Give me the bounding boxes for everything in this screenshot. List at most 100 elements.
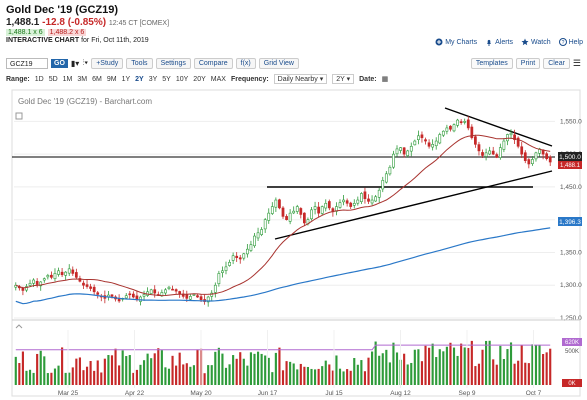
candle-body	[438, 134, 442, 144]
candle-body	[260, 229, 263, 235]
templates-button[interactable]: Templates	[470, 57, 513, 69]
watch-label: Watch	[531, 38, 551, 46]
grid-view-button[interactable]: Grid View	[258, 57, 299, 69]
candle-body	[449, 125, 452, 130]
candle-body	[153, 289, 157, 294]
candle-body	[210, 292, 214, 297]
volume-bar	[132, 372, 135, 385]
volume-bar	[395, 352, 399, 385]
candle-body	[356, 199, 360, 204]
compare-button[interactable]: Compare	[193, 57, 233, 69]
chart-label: INTERACTIVE CHART	[6, 37, 80, 44]
frequency-select[interactable]: Daily Nearby ▾	[273, 74, 328, 84]
clear-button[interactable]: Clear	[543, 57, 570, 69]
print-button[interactable]: Print	[515, 57, 541, 69]
last-price-tag: 1,500.0	[559, 154, 581, 161]
bell-icon	[487, 39, 492, 46]
candle-body	[196, 295, 199, 298]
bar-type-icon[interactable]: ▮▾	[70, 58, 80, 68]
candle-body	[392, 153, 395, 168]
range-1d[interactable]: 1D	[34, 75, 44, 83]
vol-zero-tag: 0K	[568, 381, 575, 387]
frequency-value: Daily Nearby	[277, 76, 318, 83]
candle-body	[377, 189, 381, 198]
volume-bar	[517, 360, 520, 385]
watch-link[interactable]: Watch	[521, 38, 551, 46]
calendar-icon[interactable]: ▦	[381, 76, 389, 83]
volume-bar	[135, 369, 138, 385]
candle-body	[431, 144, 435, 148]
volume-bar	[260, 353, 263, 385]
last-price: 1,488.1	[6, 17, 40, 28]
volume-bar	[196, 349, 199, 385]
candle-body	[85, 284, 89, 287]
range-3y[interactable]: 3Y	[148, 75, 158, 83]
candle-body	[42, 278, 46, 281]
volume-bar	[506, 349, 509, 385]
volume-bar	[485, 340, 488, 385]
candle-body	[345, 200, 349, 204]
volume-bar	[442, 351, 445, 385]
volume-bar	[527, 363, 530, 385]
settings-button[interactable]: Settings	[155, 57, 191, 69]
candle-body	[288, 212, 292, 222]
candle-body	[409, 145, 413, 152]
candle-body	[498, 147, 502, 158]
my-charts-link[interactable]: My Charts	[435, 38, 477, 46]
bid-value: 1,488.1 x 6	[6, 29, 45, 36]
candle-body	[523, 152, 527, 162]
chart-wrench-icon[interactable]	[15, 112, 23, 120]
volume-bar	[103, 358, 106, 385]
candle-body	[14, 284, 18, 288]
menu-icon[interactable]: ☰	[572, 57, 581, 68]
date-axis: Mar 25 Apr 22 May 20 Jun 17 Jul 15 Aug 12 Sep …	[12, 319, 580, 397]
candle-body	[124, 295, 128, 299]
help-link[interactable]: ? Help	[558, 38, 583, 46]
chart-frame	[11, 89, 581, 397]
fx-button[interactable]: f(x)	[235, 57, 256, 69]
range-10y[interactable]: 10Y	[175, 75, 189, 83]
candle-body	[388, 166, 392, 175]
study-button[interactable]: +Study	[91, 57, 124, 69]
range-20y[interactable]: 20Y	[193, 75, 206, 83]
volume-bar	[142, 360, 146, 385]
volume-bar	[488, 340, 491, 385]
range-3m[interactable]: 3M	[77, 75, 88, 83]
tools-button[interactable]: Tools	[126, 57, 153, 69]
period-select[interactable]: 2Y ▾	[332, 74, 355, 84]
volume-bar	[363, 371, 367, 385]
alerts-link[interactable]: Alerts	[485, 38, 513, 46]
candle-body	[466, 119, 470, 129]
candle-body	[424, 139, 427, 142]
range-5d[interactable]: 5D	[48, 75, 58, 83]
volume-bar	[474, 366, 477, 385]
volume-bar	[542, 354, 545, 385]
candle-body	[82, 282, 85, 286]
range-max[interactable]: MAX	[210, 75, 226, 83]
volume-bar	[499, 345, 502, 385]
candle-body	[406, 150, 410, 157]
range-1y[interactable]: 1Y	[121, 75, 131, 83]
price-tick-label: 1,250.0	[560, 315, 582, 322]
range-6m[interactable]: 6M	[92, 75, 102, 83]
candle-body	[402, 147, 406, 155]
range-1m[interactable]: 1M	[62, 75, 73, 83]
volume-bar	[167, 368, 171, 385]
candle-body	[185, 294, 189, 299]
volume-bar	[203, 373, 206, 385]
go-button[interactable]: GO	[51, 58, 68, 68]
collapse-icon[interactable]	[15, 324, 23, 329]
price-tick-label: 1,550.0	[560, 118, 582, 125]
descending-trendline	[444, 107, 553, 147]
candle-body	[35, 281, 39, 285]
range-9m[interactable]: 9M	[106, 75, 117, 83]
range-5y[interactable]: 5Y	[162, 75, 171, 83]
price-tick-label: 1,300.0	[560, 282, 582, 289]
volume-bar	[388, 362, 391, 385]
range-2y[interactable]: 2Y	[135, 75, 144, 83]
volume-bar	[524, 362, 527, 385]
candle-type-icon[interactable]: ⫶▾	[82, 58, 89, 67]
symbol-input[interactable]: GCZ19	[6, 57, 48, 69]
candle-body	[342, 199, 345, 203]
